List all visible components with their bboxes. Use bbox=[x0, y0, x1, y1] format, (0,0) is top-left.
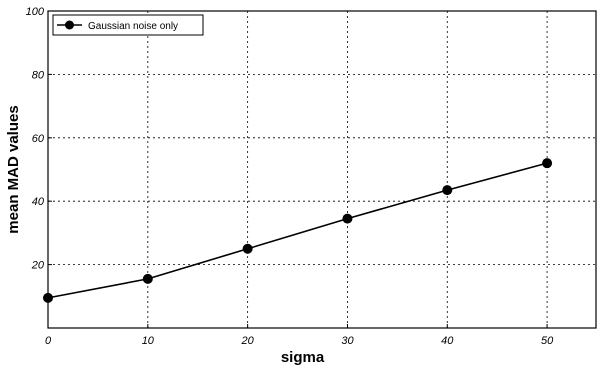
data-point-0-1 bbox=[142, 273, 153, 284]
series-line-0 bbox=[47, 162, 548, 299]
y-tick-label-0: 20 bbox=[31, 260, 45, 272]
legend-box bbox=[52, 14, 204, 36]
x-tick-label-5: 50 bbox=[541, 335, 554, 347]
y-tick-label-3: 80 bbox=[32, 69, 45, 81]
x-tick-label-0: 0 bbox=[45, 335, 52, 347]
y-tick-label-1: 40 bbox=[32, 196, 45, 208]
legend-marker bbox=[65, 20, 74, 30]
x-axis-ticks: 0 10 20 30 40 50 bbox=[45, 324, 554, 347]
y-tick-label-4: 100 bbox=[26, 6, 45, 18]
legend-entry-label: Gaussian noise only bbox=[88, 21, 178, 32]
plot-area-frame bbox=[47, 10, 597, 329]
data-point-0-0 bbox=[43, 292, 53, 303]
x-tick-label-4: 40 bbox=[441, 335, 454, 347]
x-tick-label-3: 30 bbox=[341, 335, 354, 347]
x-tick-label-2: 20 bbox=[241, 335, 255, 347]
y-axis-ticks: 20 40 60 80 100 bbox=[26, 6, 52, 272]
data-point-0-4 bbox=[442, 185, 453, 196]
x-axis-label: sigma bbox=[281, 349, 325, 366]
x-tick-label-1: 10 bbox=[142, 335, 155, 347]
data-point-0-2 bbox=[242, 243, 253, 254]
grid-lines bbox=[48, 11, 597, 328]
legend: Gaussian noise only bbox=[52, 14, 204, 36]
y-axis-label: mean MAD values bbox=[5, 105, 22, 233]
data-point-0-3 bbox=[342, 213, 353, 224]
series-group bbox=[43, 158, 553, 303]
y-tick-label-2: 60 bbox=[32, 133, 45, 145]
data-point-0-5 bbox=[542, 158, 553, 169]
